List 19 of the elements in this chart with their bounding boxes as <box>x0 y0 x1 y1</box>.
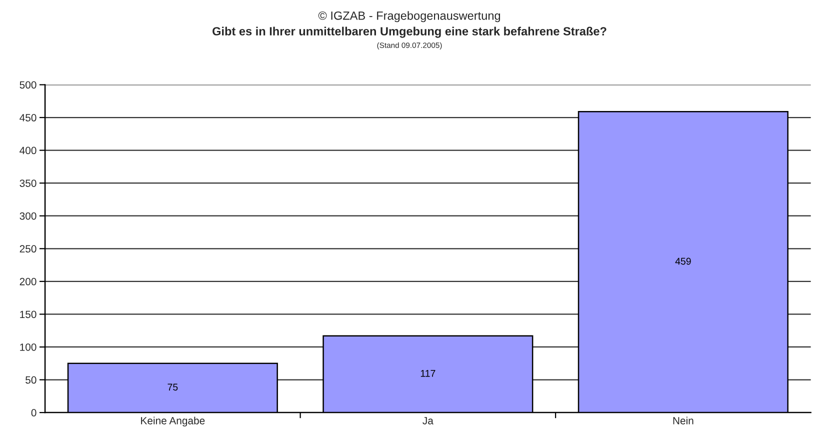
data-label: 117 <box>420 370 436 377</box>
y-tick-label: 200 <box>20 278 36 286</box>
y-tick-label: 150 <box>20 310 36 318</box>
x-tick-label: Ja <box>422 417 434 424</box>
y-tick-label: 400 <box>20 146 36 154</box>
x-tick-label: Nein <box>673 416 694 424</box>
data-label: 459 <box>675 258 691 265</box>
y-tick-label: 300 <box>20 212 36 220</box>
data-label: 75 <box>168 384 178 391</box>
y-tick-label: 450 <box>20 114 36 122</box>
y-tick-label: 350 <box>20 180 36 187</box>
y-tick-label: 250 <box>20 245 36 253</box>
chart-title: Gibt es in Ihrer unmittelbaren Umgebung eine stark befahrene Straße? <box>212 26 606 38</box>
y-tick-label: 500 <box>20 81 36 89</box>
y-tick-label: 100 <box>20 343 36 351</box>
y-tick-label: 50 <box>26 376 36 384</box>
text: © IGZAB - Fragebogenauswertung <box>318 11 500 22</box>
y-tick-label: 0 <box>31 409 36 416</box>
x-tick-label: Keine Angabe <box>141 416 205 426</box>
